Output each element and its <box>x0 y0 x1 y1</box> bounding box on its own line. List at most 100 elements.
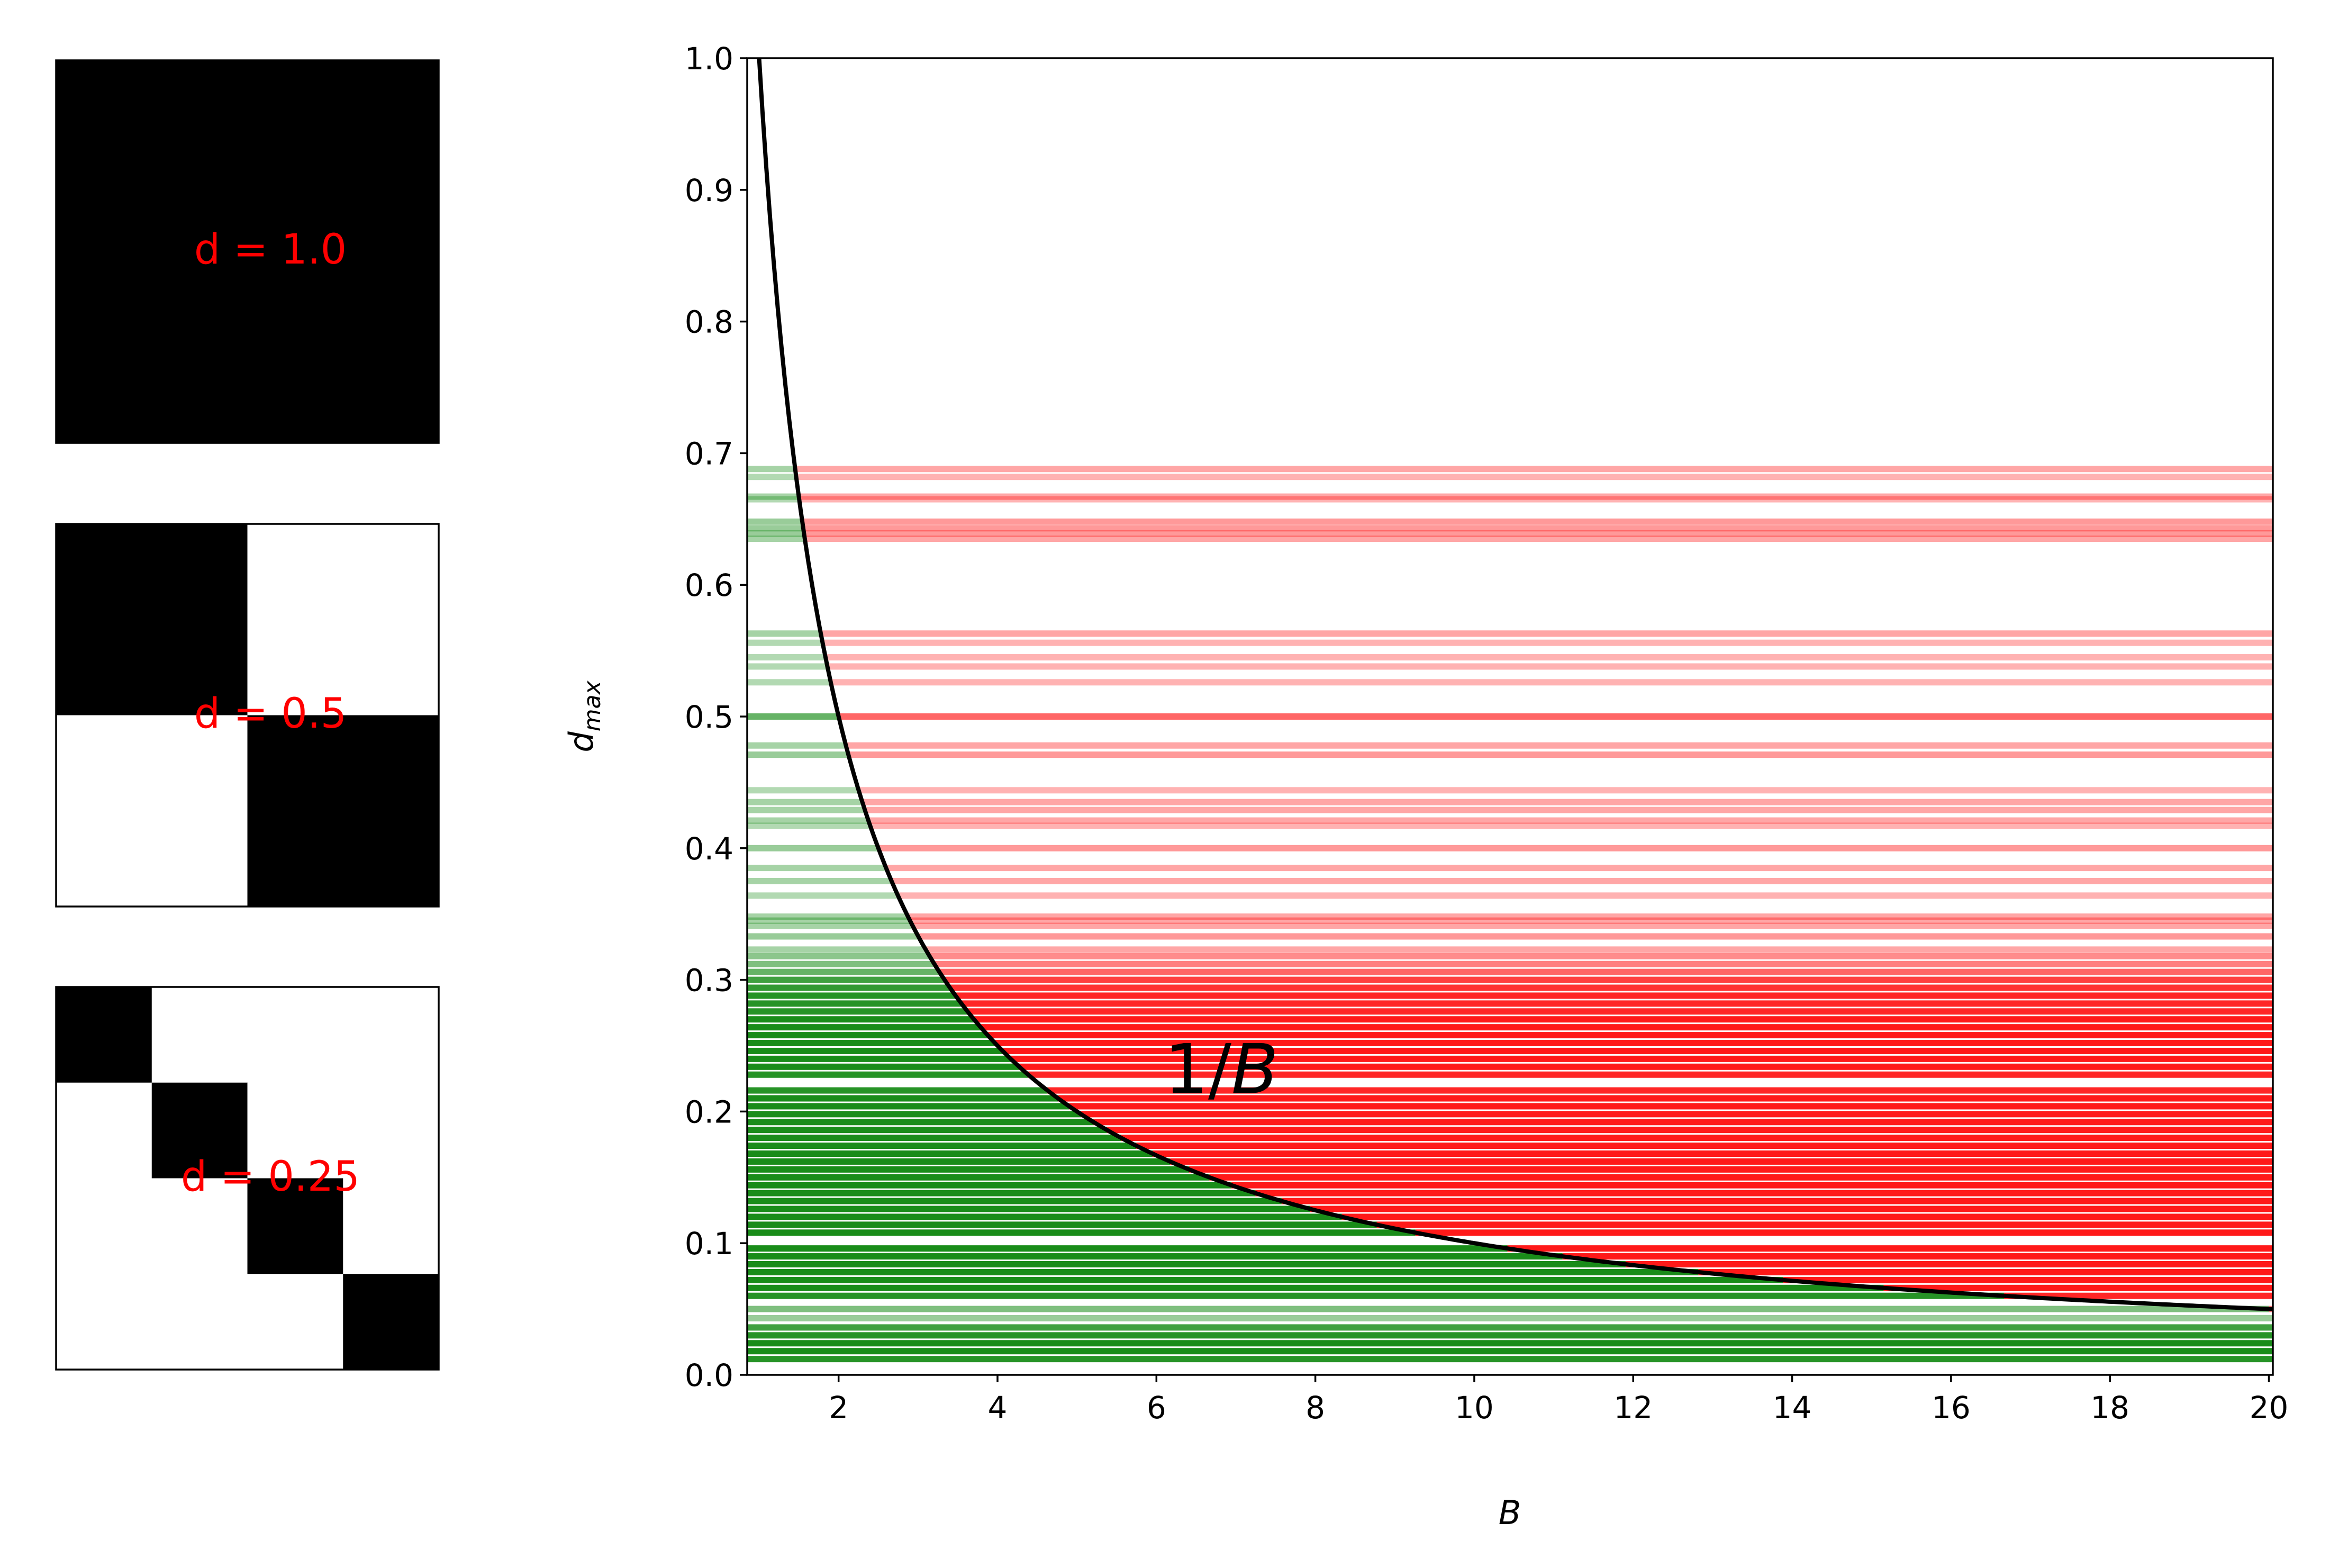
band-above-curve <box>1376 1221 2273 1228</box>
thumbnail-label: d = 1.0 <box>194 226 347 274</box>
band-above-curve <box>795 466 2273 473</box>
y-tick-label: 0.6 <box>685 567 733 603</box>
band-below-curve <box>747 536 805 542</box>
band-above-curve <box>803 525 2273 532</box>
matrix-cell <box>151 1082 248 1179</box>
band-below-curve <box>747 1306 2269 1312</box>
band-below-curve <box>747 630 821 637</box>
band-above-curve <box>955 992 2273 999</box>
band-below-curve <box>747 992 956 999</box>
band-below-curve <box>747 922 913 929</box>
band-below-curve <box>747 1032 988 1039</box>
y-axis-label-subscript: max <box>579 680 606 731</box>
band-above-curve <box>838 713 2273 720</box>
band-below-curve <box>747 496 800 503</box>
curve-one-over-b <box>757 58 2273 1311</box>
band-above-curve <box>929 953 2273 959</box>
band-above-curve <box>825 654 2273 661</box>
band-above-curve <box>967 1008 2273 1015</box>
x-tick-label: 14 <box>1773 1390 1812 1426</box>
band-below-curve <box>747 1190 1256 1197</box>
band-below-curve <box>747 518 803 525</box>
band-above-curve <box>1093 1119 2273 1126</box>
band-below-curve <box>747 799 863 805</box>
x-tick-label: 2 <box>829 1390 848 1426</box>
band-below-curve <box>747 1340 2273 1347</box>
band-below-curve <box>747 913 908 920</box>
band-above-curve <box>1255 1190 2273 1197</box>
band-below-curve <box>747 878 892 884</box>
y-tick-label: 0.7 <box>685 436 733 472</box>
band-below-curve <box>747 1284 1884 1291</box>
band-above-curve <box>870 822 2273 829</box>
matrix-cell <box>151 1178 248 1274</box>
x-tick-label: 12 <box>1613 1390 1653 1426</box>
band-below-curve <box>747 1127 1107 1134</box>
band-above-curve <box>1047 1087 2273 1094</box>
band-above-curve <box>1698 1268 2273 1275</box>
band-below-curve <box>747 1229 1416 1236</box>
band-below-curve <box>747 1221 1377 1228</box>
band-above-curve <box>987 1032 2273 1039</box>
matrix-cell <box>56 1082 152 1179</box>
band-above-curve <box>912 922 2273 929</box>
band-above-curve <box>926 946 2273 953</box>
y-tick-label: 0.1 <box>685 1226 733 1262</box>
matrix-cell <box>56 524 248 715</box>
band-below-curve <box>747 1245 1508 1252</box>
band-below-curve <box>747 654 826 661</box>
band-below-curve <box>747 968 940 975</box>
band-above-curve <box>848 751 2273 758</box>
band-above-curve <box>830 679 2273 686</box>
band-below-curve <box>747 1000 962 1007</box>
band-above-curve <box>1507 1245 2273 1252</box>
x-axis-label: B <box>1499 1493 1521 1532</box>
band-below-curve <box>747 1135 1121 1141</box>
band-below-curve <box>747 1047 1003 1054</box>
y-tick-label: 0.5 <box>685 699 733 735</box>
band-above-curve <box>910 917 2273 924</box>
thumbnail-frame <box>55 523 440 908</box>
band-below-curve <box>747 933 919 940</box>
band-below-curve <box>747 466 795 473</box>
band-below-curve <box>747 1315 2273 1322</box>
band-below-curve <box>747 865 886 872</box>
band-below-curve <box>747 1332 2273 1339</box>
band-above-curve <box>865 806 2273 813</box>
band-above-curve <box>891 878 2273 884</box>
band-above-curve <box>1002 1047 2273 1054</box>
band-above-curve <box>878 845 2273 851</box>
band-above-curve <box>1121 1135 2273 1141</box>
band-below-curve <box>747 953 930 959</box>
band-below-curve <box>747 525 803 532</box>
band-below-curve <box>747 1008 968 1015</box>
thumbnail-label: d = 0.25 <box>181 1153 360 1201</box>
band-below-curve <box>747 474 796 481</box>
matrix-thumbnails: d = 1.0 d = 0.5 d = 0.25 <box>55 59 440 1371</box>
x-tick-label: 16 <box>1932 1390 1971 1426</box>
matrix-cell <box>56 1274 152 1370</box>
band-above-curve <box>995 1040 2273 1047</box>
band-below-curve <box>747 1024 981 1031</box>
band-above-curve <box>1170 1158 2273 1165</box>
band-above-curve <box>886 865 2273 872</box>
matrix-cell <box>343 1178 439 1274</box>
thumbnail-panel-1: d = 1.0 <box>55 59 440 444</box>
x-tick-label: 8 <box>1305 1390 1325 1426</box>
band-below-curve <box>747 493 799 500</box>
matrix-cell <box>247 1274 343 1370</box>
band-above-curve <box>799 493 2273 500</box>
band-below-curve <box>747 845 878 851</box>
band-above-curve <box>858 787 2273 794</box>
matrix-cell <box>56 715 248 907</box>
band-above-curve <box>1562 1253 2273 1260</box>
thumbnail-panel-2: d = 0.5 <box>55 523 440 908</box>
band-below-curve <box>747 1356 2273 1363</box>
density-bands <box>747 466 2273 1363</box>
band-below-curve <box>747 1150 1153 1157</box>
band-above-curve <box>939 968 2273 975</box>
band-above-curve <box>802 518 2273 525</box>
x-tick-label: 20 <box>2250 1390 2289 1426</box>
band-below-curve <box>747 639 823 646</box>
band-above-curve <box>1209 1174 2273 1181</box>
